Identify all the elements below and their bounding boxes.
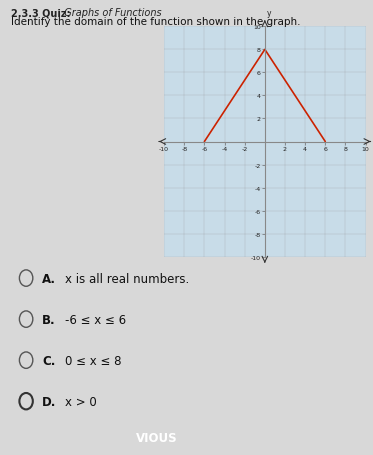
Text: x is all real numbers.: x is all real numbers. — [65, 272, 189, 285]
Text: B.: B. — [42, 313, 56, 326]
Text: y: y — [267, 9, 271, 18]
Text: Identify the domain of the function shown in the graph.: Identify the domain of the function show… — [11, 17, 301, 27]
Text: D.: D. — [42, 395, 57, 408]
Text: x > 0: x > 0 — [65, 395, 96, 408]
Text: C.: C. — [42, 354, 56, 367]
Text: VIOUS: VIOUS — [136, 431, 178, 444]
Text: 0 ≤ x ≤ 8: 0 ≤ x ≤ 8 — [65, 354, 121, 367]
Text: 2.3.3 Quiz:: 2.3.3 Quiz: — [11, 8, 71, 18]
Text: -6 ≤ x ≤ 6: -6 ≤ x ≤ 6 — [65, 313, 126, 326]
Text: Graphs of Functions: Graphs of Functions — [58, 8, 162, 18]
Text: A.: A. — [42, 272, 56, 285]
